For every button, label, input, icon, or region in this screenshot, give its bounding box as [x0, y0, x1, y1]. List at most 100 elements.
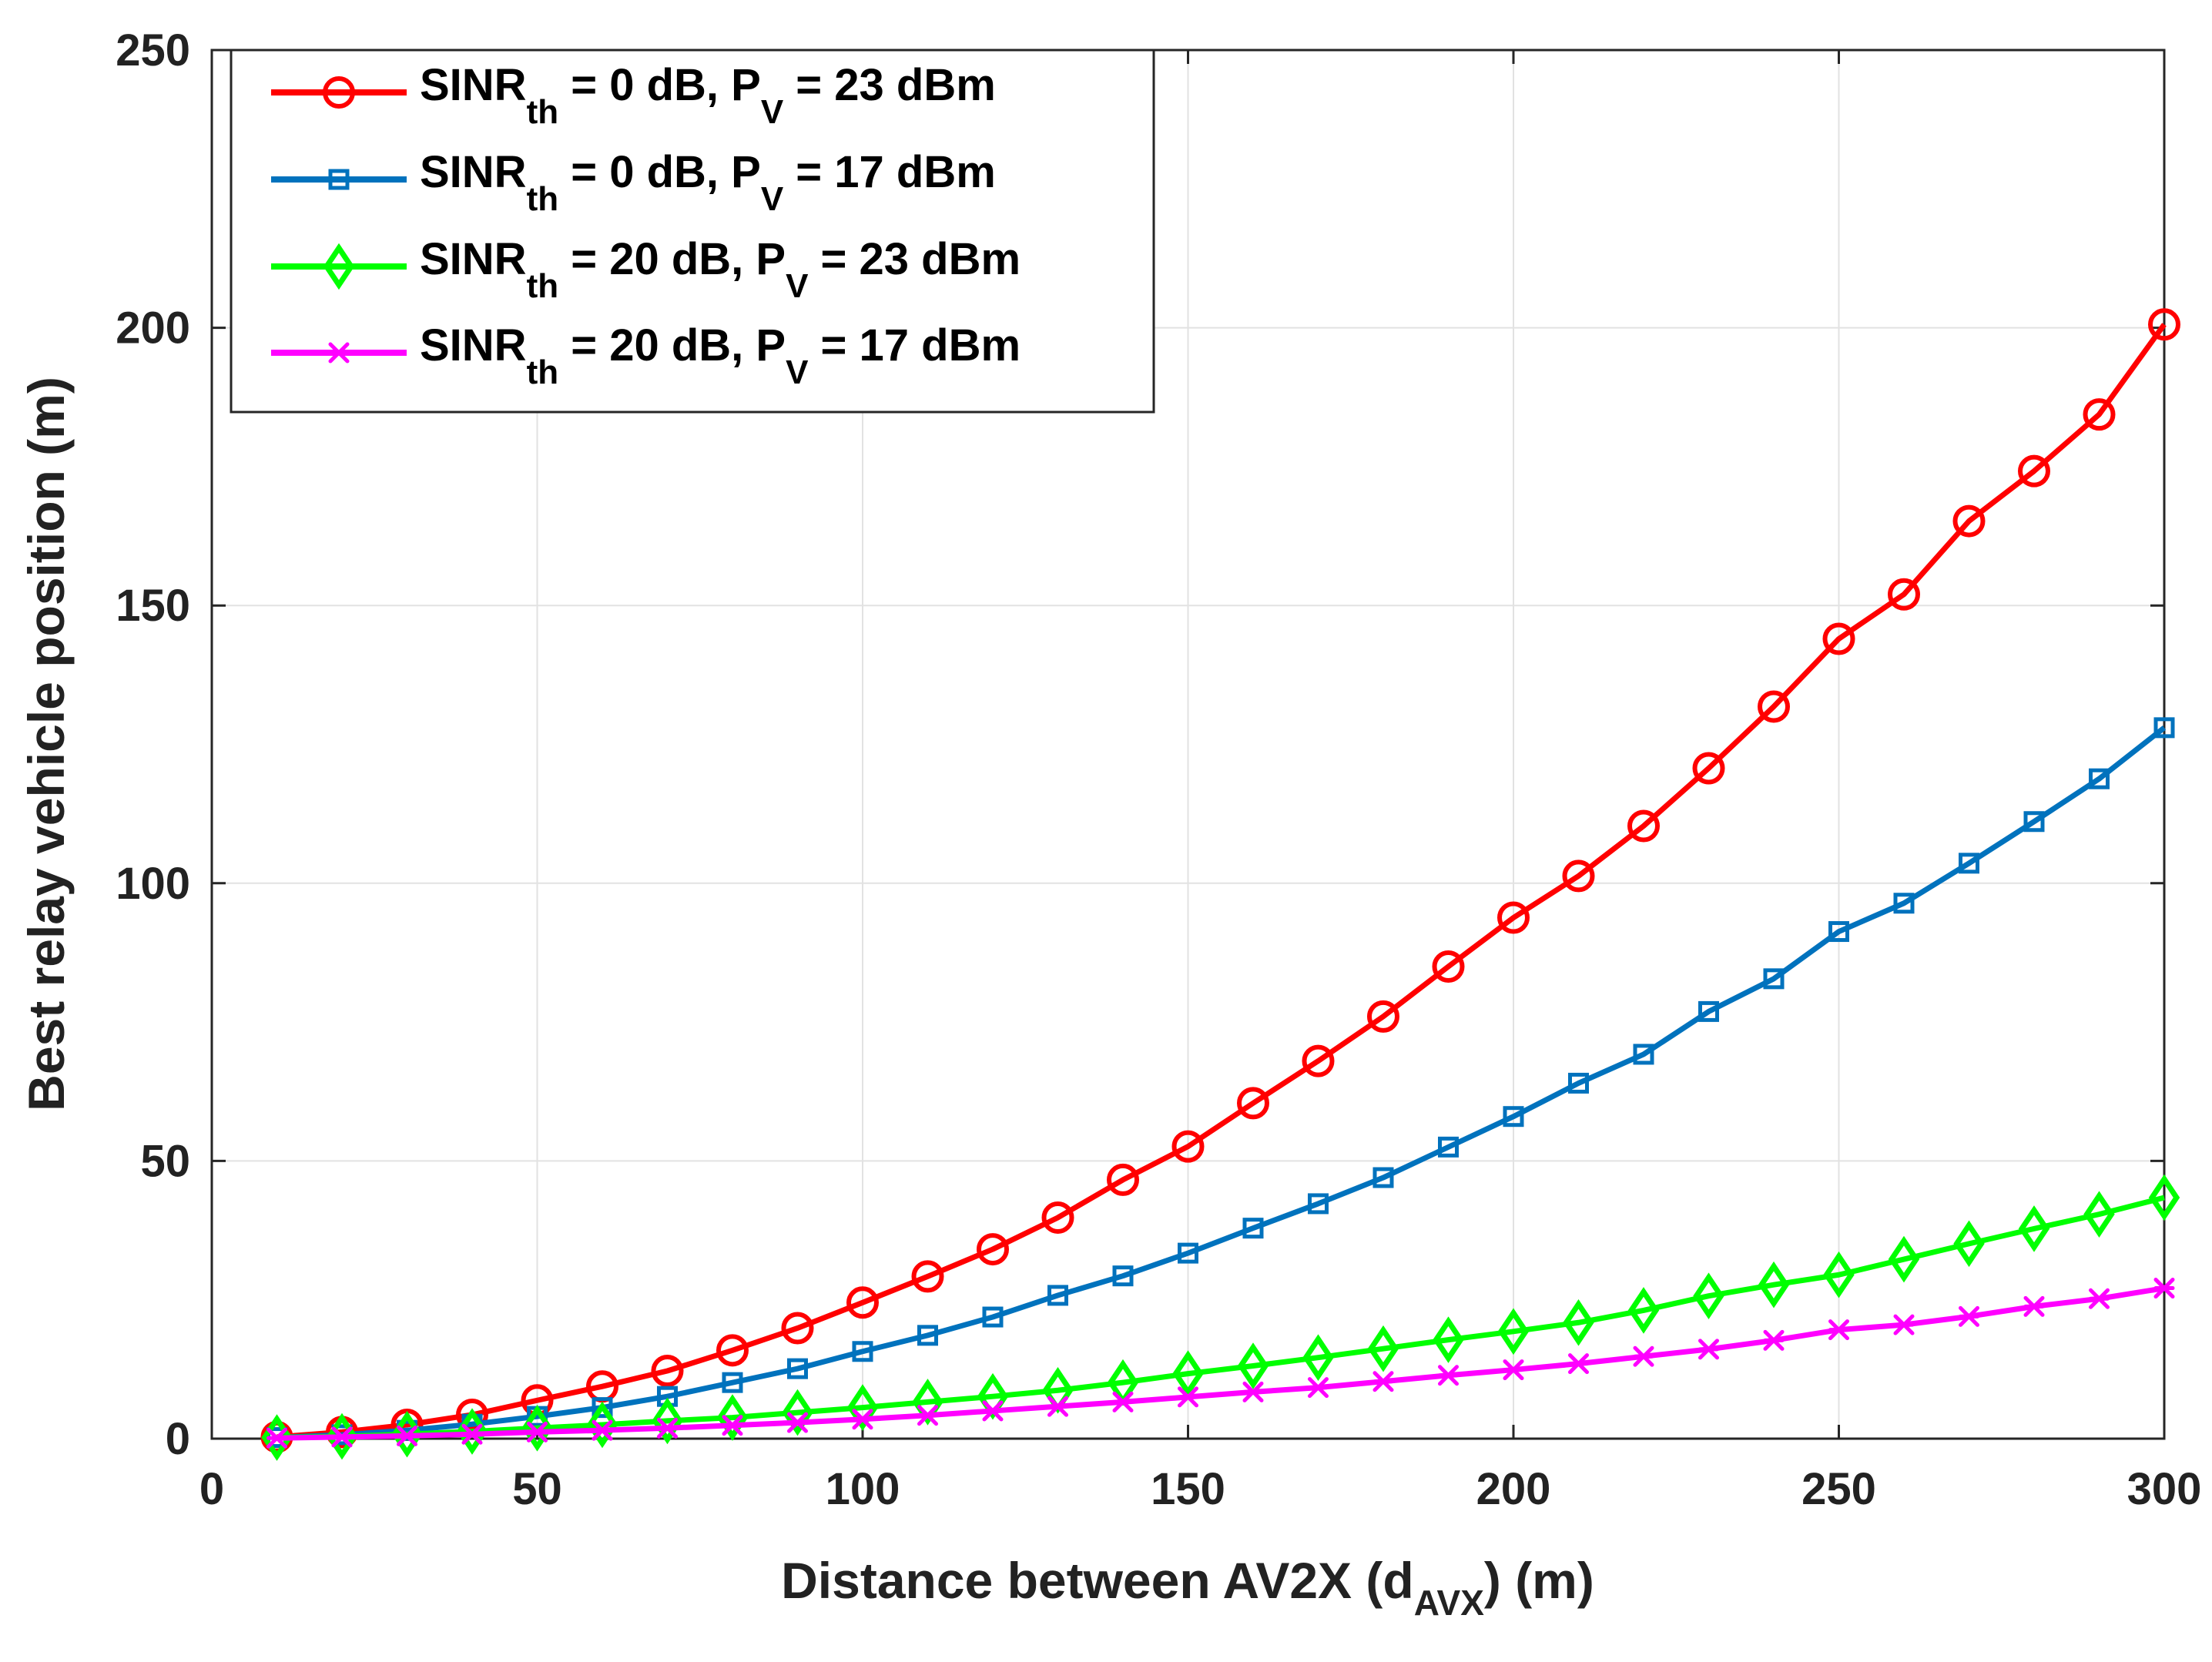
series-1-point — [1497, 901, 1530, 934]
series-2-point — [1959, 853, 1979, 874]
legend-label: SINRth = 20 dB, PV = 17 dBm — [420, 320, 1021, 391]
y-tick-label: 50 — [140, 1136, 190, 1186]
series-3-point — [1302, 1334, 1334, 1382]
x-tick-label: 100 — [826, 1464, 900, 1514]
series-1-point — [1627, 809, 1660, 843]
series-4-point — [1633, 1345, 1654, 1367]
legend-label-part: th — [527, 180, 559, 218]
series-2-point — [1242, 1218, 1264, 1239]
legend-label-part: = 20 dB, P — [558, 234, 786, 284]
legend-label-part: th — [527, 93, 559, 131]
series-3-point — [1497, 1308, 1530, 1355]
series-1 — [260, 308, 2180, 1453]
series-4-point — [982, 1400, 1004, 1422]
legend-label-part: SINR — [420, 320, 527, 370]
legend-label: SINRth = 20 dB, PV = 23 dBm — [420, 234, 1021, 305]
series-1-point — [1237, 1087, 1269, 1120]
series-2-point — [1698, 1000, 1719, 1022]
series-1-point — [781, 1312, 814, 1345]
series-4-point — [722, 1415, 743, 1436]
series-3-point — [1172, 1350, 1204, 1397]
series-2-point — [1893, 893, 1915, 914]
legend-label-part: SINR — [420, 147, 527, 197]
series-2-point — [1112, 1265, 1134, 1287]
series-3-point — [846, 1384, 879, 1431]
legend-item-2: SINRth = 0 dB, PV = 17 dBm — [271, 147, 996, 218]
series-4-point — [1372, 1371, 1394, 1392]
x-tick-label: 300 — [2127, 1464, 2202, 1514]
series-4-point — [397, 1425, 417, 1446]
legend-item-4: SINRth = 20 dB, PV = 17 dBm — [271, 320, 1021, 391]
series-1-point — [456, 1398, 488, 1431]
y-tick-label: 250 — [116, 25, 190, 75]
series-1-point — [1107, 1163, 1139, 1196]
x-tick-label: 50 — [512, 1464, 562, 1514]
series-1-point — [651, 1355, 684, 1388]
series-1-point — [1952, 504, 1986, 538]
series-1-point — [716, 1334, 749, 1367]
series-2-point — [917, 1325, 938, 1346]
legend-swatch-marker — [328, 169, 350, 190]
series-4-point — [787, 1412, 808, 1433]
legend-label-part: = 17 dBm — [808, 320, 1021, 370]
legend-label-part: = 0 dB, P — [558, 60, 761, 110]
legend-item-3: SINRth = 20 dB, PV = 23 dBm — [271, 234, 1021, 305]
series-2-point — [1178, 1242, 1198, 1264]
series-2-point — [592, 1397, 613, 1419]
series-2-point — [1372, 1167, 1394, 1188]
series-1-point — [1041, 1201, 1074, 1234]
legend-swatch-marker — [328, 342, 350, 364]
y-axis-label: Best relay vehicle position (m) — [18, 377, 75, 1111]
series-3-point — [1888, 1235, 1920, 1283]
x-tick-label: 200 — [1476, 1464, 1551, 1514]
y-tick-label: 200 — [116, 303, 190, 354]
series-3-point — [912, 1379, 943, 1426]
y-tick-label: 100 — [116, 859, 190, 909]
series-4-point — [917, 1405, 938, 1426]
series-3-point — [1693, 1272, 1724, 1319]
series-1-point — [911, 1260, 944, 1293]
series-2-point — [1047, 1285, 1068, 1306]
legend-label-part: V — [761, 93, 784, 131]
series-1-point — [1171, 1130, 1205, 1163]
series-1-point — [1367, 1000, 1399, 1033]
series-1-point — [2018, 454, 2050, 488]
series-3-point — [1237, 1342, 1269, 1389]
series-1-point — [977, 1233, 1009, 1266]
legend-item-1: SINRth = 0 dB, PV = 23 dBm — [271, 60, 996, 131]
series-2-point — [1308, 1193, 1329, 1215]
legend-label-part: th — [527, 354, 559, 391]
legend-label-part: = 23 dBm — [808, 234, 1021, 284]
series-2-point — [2089, 768, 2110, 789]
series-1-point — [1822, 622, 1855, 655]
series-2-point — [1763, 968, 1785, 990]
series-2-point — [1438, 1136, 1459, 1158]
series-3-point — [1758, 1261, 1790, 1308]
series-2-point — [2023, 811, 2045, 833]
legend-label: SINRth = 0 dB, PV = 23 dBm — [420, 60, 996, 131]
series-2 — [266, 717, 2175, 1449]
series-3-point — [1367, 1325, 1399, 1372]
series-4-point — [1047, 1396, 1068, 1417]
series-4-point — [331, 1426, 353, 1448]
series-4-point — [2089, 1288, 2110, 1309]
legend-label-part: = 17 dBm — [783, 147, 996, 197]
legend-label-part: V — [786, 354, 809, 391]
series-3-point — [2018, 1205, 2050, 1252]
legend-label-part: = 23 dBm — [783, 60, 996, 110]
series-3-point — [586, 1401, 618, 1449]
series-4-point — [1763, 1329, 1785, 1351]
series-4-point — [527, 1421, 548, 1443]
series-3-point — [2083, 1191, 2115, 1238]
series-2-point — [1633, 1044, 1654, 1065]
series-group — [260, 308, 2180, 1461]
x-tick-label: 250 — [1801, 1464, 1876, 1514]
series-2-point — [852, 1341, 873, 1362]
x-axis-label: Distance between AV2X (dAVX) (m) — [781, 1552, 1594, 1623]
axis-ticks: 0 50 100 150 200 250 300 0 50 100 150 200 250 — [116, 25, 2201, 1514]
series-4-point — [1568, 1353, 1589, 1375]
series-3-point — [1563, 1298, 1594, 1346]
series-1-line — [276, 323, 2167, 1440]
